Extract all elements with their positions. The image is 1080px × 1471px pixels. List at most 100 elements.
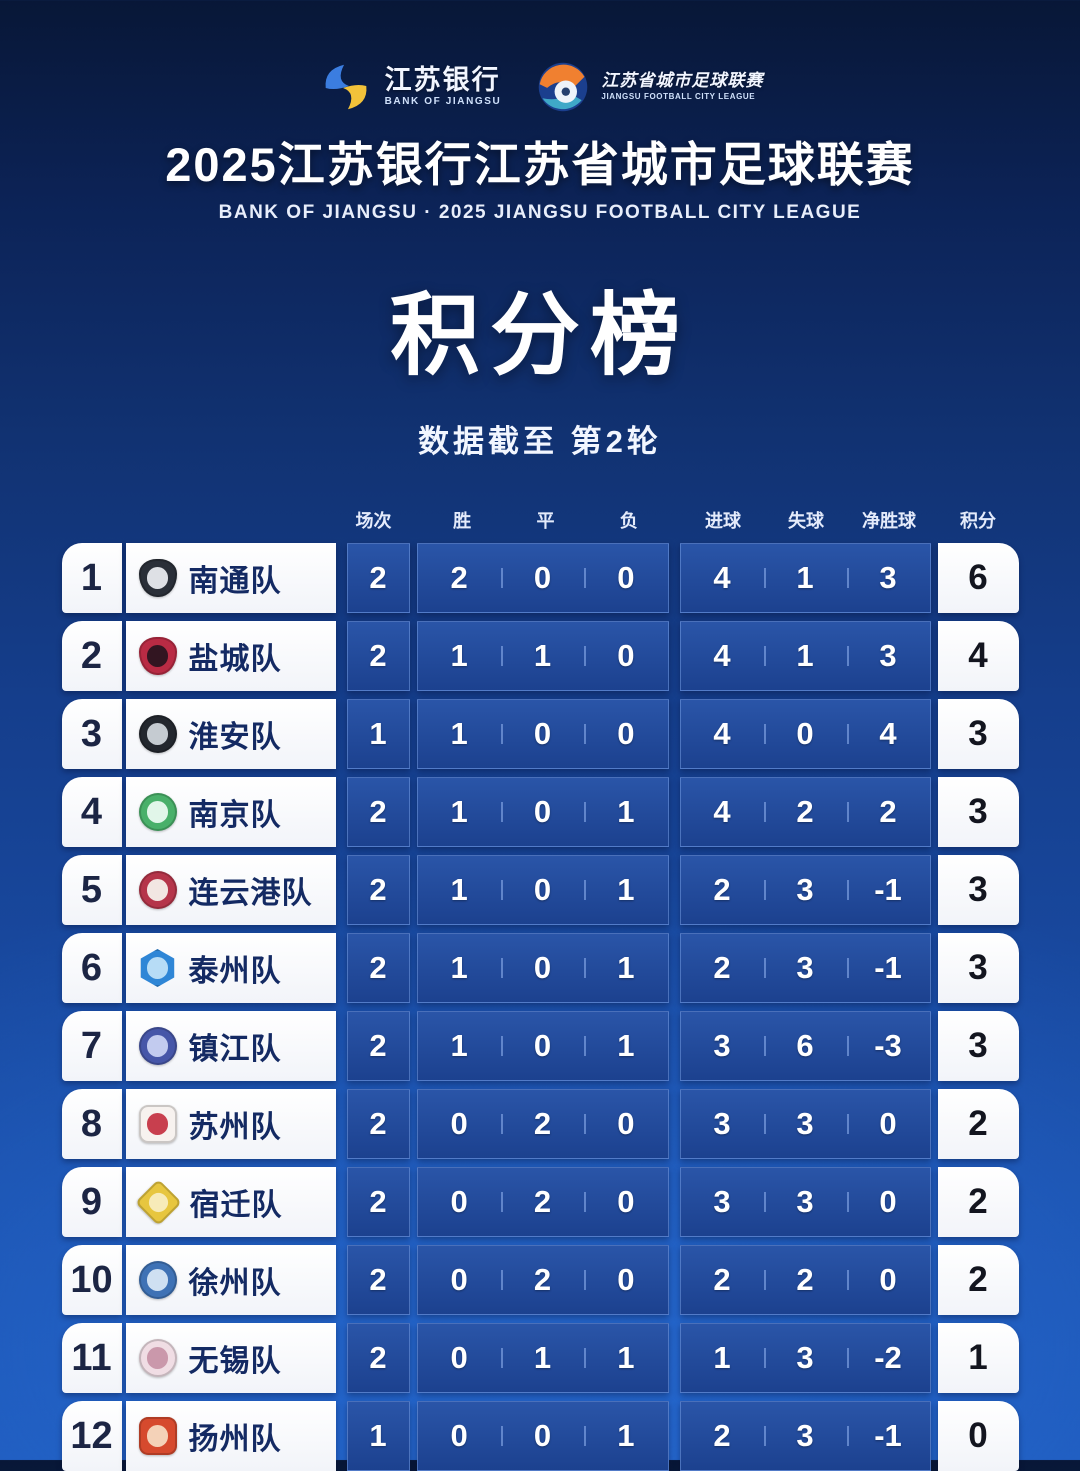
stat-goals-against: 3 (763, 1340, 847, 1376)
stat-goals-against: 3 (763, 1184, 847, 1220)
stat-goal-diff: 0 (846, 1184, 930, 1220)
rank-badge: 6 (61, 933, 122, 1003)
stat-win: 1 (450, 794, 468, 829)
team-logo-icon (138, 793, 177, 831)
stat-loss: 0 (584, 560, 667, 596)
stat-goals-for: 4 (713, 560, 731, 595)
col-label-loss: 负 (619, 511, 638, 531)
stat-draw: 1 (500, 1340, 584, 1376)
rank-badge: 11 (61, 1323, 122, 1393)
stat-played: 2 (346, 1323, 410, 1393)
team-badge: 连云港队 (125, 855, 336, 925)
stat-draw: 2 (500, 1106, 584, 1142)
points-badge: 3 (937, 933, 1019, 1003)
stat-goals-for: 3 (713, 1184, 731, 1219)
table-row: 1 南通队 2 2 0 0 4 1 3 6 (61, 543, 1019, 613)
stat-goal-diff: -3 (846, 1028, 930, 1064)
stat-loss: 1 (584, 1418, 667, 1454)
rank-badge: 7 (61, 1011, 122, 1081)
points-badge: 2 (937, 1167, 1019, 1237)
stat-played: 1 (346, 699, 410, 769)
stat-loss: 0 (584, 638, 667, 674)
stat-group-goals: 2 3 -1 (679, 933, 931, 1003)
team-badge: 无锡队 (125, 1323, 336, 1393)
team-name: 连云港队 (188, 877, 313, 910)
rank-badge: 10 (61, 1245, 122, 1315)
stat-win: 2 (450, 560, 468, 595)
stat-win: 1 (450, 950, 468, 985)
stat-group-goals: 4 1 3 (679, 621, 931, 691)
stat-win: 0 (450, 1418, 468, 1453)
stat-loss: 0 (584, 1184, 667, 1220)
stat-played: 1 (346, 1401, 410, 1471)
team-badge: 淮安队 (125, 699, 336, 769)
stat-win: 1 (450, 872, 468, 907)
table-row: 4 南京队 2 1 0 1 4 2 2 3 (61, 777, 1019, 847)
stat-played: 2 (346, 1245, 410, 1315)
stat-goals-against: 2 (763, 1262, 847, 1298)
stat-group-results: 1 0 0 (416, 699, 669, 769)
points-badge: 2 (937, 1089, 1019, 1159)
stat-group-results: 2 0 0 (416, 543, 669, 613)
stat-goals-against: 3 (763, 950, 847, 986)
stat-played: 2 (346, 1167, 410, 1237)
points-badge: 6 (937, 543, 1019, 613)
table-row: 11 无锡队 2 0 1 1 1 3 -2 1 (61, 1323, 1019, 1393)
stat-goals-for: 2 (713, 872, 731, 907)
stat-goal-diff: -1 (846, 950, 930, 986)
col-label-win: 胜 (453, 511, 472, 531)
stat-goal-diff: -1 (846, 872, 930, 908)
stat-goals-for: 4 (713, 638, 731, 673)
stat-draw: 2 (500, 1262, 584, 1298)
stat-group-goals: 2 3 -1 (679, 855, 931, 925)
team-logo-icon (138, 1417, 177, 1455)
standings-table: 场次 胜 平 负 进球 失球 净胜球 积分 1 南通队 2 2 0 (61, 507, 1019, 1471)
column-headers: 场次 胜 平 负 进球 失球 净胜球 积分 (62, 507, 1019, 533)
stat-loss: 1 (584, 950, 667, 986)
bank-logo-subtitle: BANK OF JIANGSU (384, 96, 502, 108)
stat-group-results: 1 0 1 (416, 1011, 669, 1081)
stat-win: 0 (450, 1184, 468, 1219)
team-name: 泰州队 (188, 955, 282, 988)
points-badge: 3 (937, 855, 1019, 925)
team-badge: 苏州队 (125, 1089, 336, 1159)
team-name: 镇江队 (188, 1033, 282, 1066)
standings-rows: 1 南通队 2 2 0 0 4 1 3 6 2 (61, 543, 1019, 1471)
stat-group-goals: 3 3 0 (679, 1089, 931, 1159)
table-row: 3 淮安队 1 1 0 0 4 0 4 3 (61, 699, 1019, 769)
stat-goals-against: 6 (763, 1028, 847, 1064)
stat-group-goals: 3 6 -3 (679, 1011, 931, 1081)
col-label-played: 场次 (355, 511, 392, 531)
stat-played: 2 (346, 933, 410, 1003)
stat-group-goals: 2 2 0 (679, 1245, 931, 1315)
stat-goals-against: 2 (763, 794, 847, 830)
stat-played: 2 (346, 777, 410, 847)
league-logo-name: 江苏省城市足球联赛 (601, 71, 764, 91)
stat-goal-diff: 0 (846, 1106, 930, 1142)
stat-goals-for: 2 (713, 1418, 731, 1453)
points-badge: 3 (937, 1011, 1019, 1081)
stat-goals-for: 3 (713, 1028, 731, 1063)
team-badge: 徐州队 (125, 1245, 336, 1315)
stat-goals-for: 3 (713, 1106, 731, 1141)
stat-played: 2 (346, 543, 410, 613)
rank-badge: 8 (61, 1089, 122, 1159)
stat-group-results: 1 0 1 (416, 855, 669, 925)
stat-goals-against: 0 (763, 716, 847, 752)
col-label-goals-for: 进球 (705, 511, 741, 531)
stat-goals-for: 2 (713, 1262, 731, 1297)
table-row: 9 宿迁队 2 0 2 0 3 3 0 2 (61, 1167, 1019, 1237)
stat-group-results: 0 2 0 (416, 1167, 669, 1237)
stat-win: 1 (450, 638, 468, 673)
col-label-points: 积分 (960, 511, 996, 531)
team-name: 南通队 (188, 565, 282, 598)
team-name: 苏州队 (188, 1111, 282, 1144)
stat-group-results: 1 0 1 (416, 933, 669, 1003)
team-name: 宿迁队 (189, 1189, 283, 1222)
stat-win: 0 (450, 1106, 468, 1141)
stat-draw: 0 (500, 794, 584, 830)
stat-goals-against: 1 (763, 560, 847, 596)
stat-goals-against: 3 (763, 1418, 847, 1454)
stat-win: 0 (450, 1340, 468, 1375)
table-row: 2 盐城队 2 1 1 0 4 1 3 4 (61, 621, 1019, 691)
